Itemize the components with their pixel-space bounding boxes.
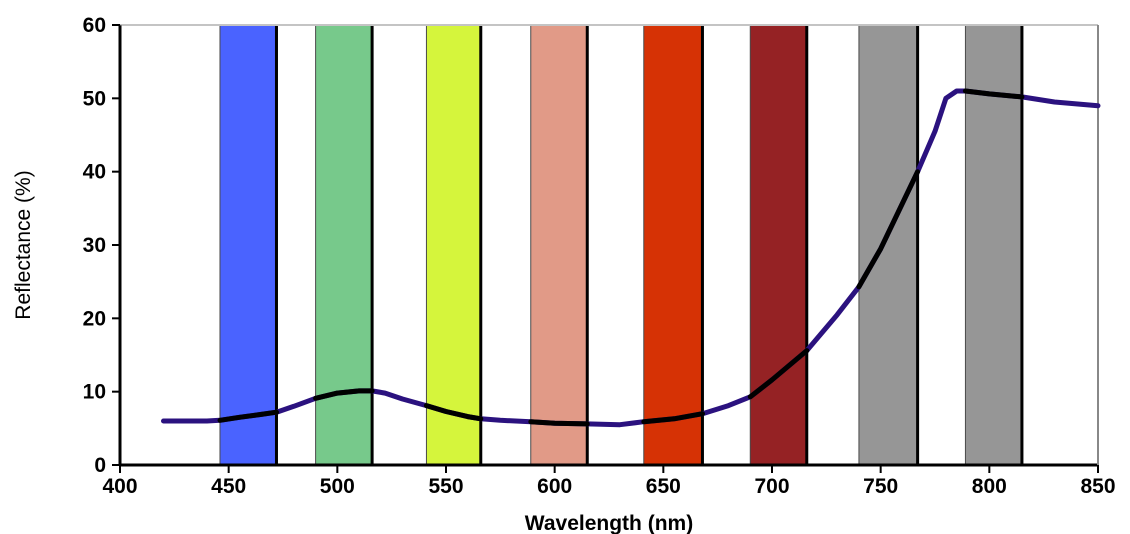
x-tick-label-700: 700 — [754, 475, 789, 498]
y-tick-label-30: 30 — [83, 234, 106, 257]
x-tick-label-450: 450 — [211, 475, 246, 498]
reflectance-series — [161, 88, 1101, 428]
band-5 — [643, 26, 703, 465]
y-tick-label-40: 40 — [83, 161, 106, 184]
x-tick-label-400: 400 — [102, 475, 137, 498]
wavelength-bands — [219, 26, 1024, 465]
tick-labels: 400 450 500 550 600 650 700 750 800 850 0 10 20 30 40 5… — [83, 14, 1116, 498]
band-2 — [315, 26, 373, 465]
axes — [112, 24, 1099, 473]
series-line-1 — [161, 88, 1101, 428]
band-5-highlight-segment — [641, 411, 705, 425]
y-tick-label-50: 50 — [83, 87, 106, 110]
x-tick-label-750: 750 — [863, 475, 898, 498]
band-4-highlight-segment — [528, 419, 590, 427]
band-7 — [858, 26, 918, 465]
y-tick-label-0: 0 — [94, 454, 106, 477]
x-tick-label-500: 500 — [320, 475, 355, 498]
band-8 — [965, 26, 1022, 465]
x-axis-title: Wavelength (nm) — [525, 512, 693, 534]
band-6 — [750, 26, 807, 465]
x-tick-label-600: 600 — [537, 475, 572, 498]
band-8-highlight-segment — [962, 88, 1025, 100]
y-tick-label-60: 60 — [83, 14, 106, 37]
y-tick-label-10: 10 — [83, 381, 106, 404]
band-4 — [530, 26, 588, 465]
y-tick-label-20: 20 — [83, 307, 106, 330]
band-3 — [426, 26, 481, 465]
band-1-highlight-segment — [217, 409, 279, 423]
x-tick-label-650: 650 — [646, 475, 681, 498]
x-tick-label-550: 550 — [428, 475, 463, 498]
band-7-highlight-segment — [856, 169, 921, 290]
y-axis-title: Reflectance (%) — [12, 170, 35, 319]
band-2-highlight-segment — [313, 388, 375, 401]
band-6-highlight-segment — [747, 348, 810, 400]
x-tick-label-800: 800 — [972, 475, 1007, 498]
band-1 — [219, 26, 277, 465]
x-tick-label-850: 850 — [1080, 475, 1115, 498]
band-3-highlight-segment — [423, 403, 484, 422]
